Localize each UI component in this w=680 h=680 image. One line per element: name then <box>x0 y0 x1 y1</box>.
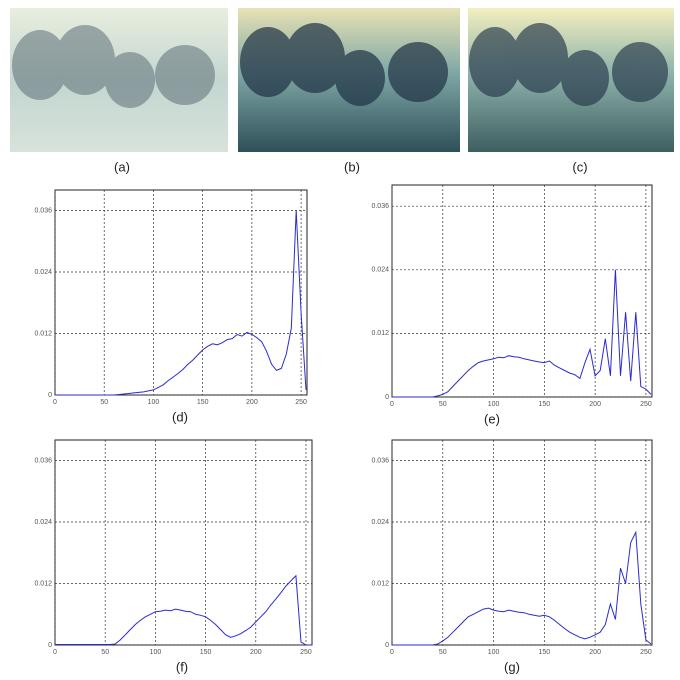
x-tick-label: 50 <box>100 399 108 406</box>
x-tick-label: 250 <box>640 401 652 408</box>
y-tick-label: 0.024 <box>371 519 389 526</box>
y-tick-label: 0.036 <box>371 457 389 464</box>
image-caption: (b) <box>344 159 360 174</box>
x-tick-label: 0 <box>390 649 394 656</box>
y-tick-label: 0.024 <box>34 269 52 276</box>
x-tick-label: 150 <box>197 399 209 406</box>
chart-caption: (g) <box>504 659 520 674</box>
y-tick-label: 0.024 <box>34 519 52 526</box>
y-tick-label: 0.012 <box>371 330 389 337</box>
photo-b <box>238 8 460 152</box>
x-tick-label: 150 <box>539 401 551 408</box>
x-tick-label: 100 <box>488 401 500 408</box>
histogram-line <box>55 574 311 646</box>
chart-caption: (d) <box>172 409 188 424</box>
x-tick-label: 200 <box>250 649 262 656</box>
y-tick-label: 0.036 <box>371 203 389 210</box>
x-tick-label: 100 <box>150 649 162 656</box>
x-tick-label: 50 <box>439 649 447 656</box>
x-tick-label: 200 <box>589 401 601 408</box>
photo-a <box>10 8 228 152</box>
x-tick-label: 150 <box>200 649 212 656</box>
chart-caption: (f) <box>176 659 188 674</box>
y-tick-label: 0.036 <box>34 457 52 464</box>
x-tick-label: 200 <box>246 399 258 406</box>
histogram-chart: 0 50 100 150 200 250 0 0.012 0.024 0.036 (e) <box>371 184 653 426</box>
y-tick-label: 0.012 <box>34 580 52 587</box>
y-tick-label: 0.024 <box>371 267 389 274</box>
y-tick-label: 0 <box>385 642 389 649</box>
x-tick-label: 250 <box>640 649 652 656</box>
plot-frame <box>391 439 653 646</box>
plot-frame <box>391 184 653 398</box>
x-tick-label: 0 <box>53 399 57 406</box>
x-tick-label: 200 <box>589 649 601 656</box>
photo-c <box>468 8 674 152</box>
x-tick-label: 0 <box>390 401 394 408</box>
y-tick-label: 0.012 <box>371 580 389 587</box>
image-caption: (c) <box>572 159 587 174</box>
histogram-line <box>392 530 652 646</box>
histogram-chart: 0 50 100 150 200 250 0 0.012 0.024 0.036 (g) <box>371 439 653 674</box>
x-tick-label: 0 <box>53 649 57 656</box>
histogram-chart: 0 50 100 150 200 250 0 0.012 0.024 0.036 (f) <box>34 439 313 674</box>
plot-frame <box>54 439 313 646</box>
image-caption: (a) <box>114 159 130 174</box>
x-tick-label: 250 <box>300 649 312 656</box>
plot-frame <box>54 189 308 396</box>
y-tick-label: 0 <box>385 394 389 401</box>
chart-caption: (e) <box>484 411 500 426</box>
y-tick-label: 0 <box>48 392 52 399</box>
x-tick-label: 100 <box>148 399 160 406</box>
histogram-line <box>392 269 652 398</box>
y-tick-label: 0 <box>48 642 52 649</box>
x-tick-label: 150 <box>539 649 551 656</box>
y-tick-label: 0.036 <box>34 207 52 214</box>
histogram-line <box>55 210 307 396</box>
y-tick-label: 0.012 <box>34 330 52 337</box>
x-tick-label: 100 <box>488 649 500 656</box>
histogram-chart: 0 50 100 150 200 250 0 0.012 0.024 0.036 (d) <box>34 189 308 424</box>
x-tick-label: 250 <box>295 399 307 406</box>
x-tick-label: 50 <box>439 401 447 408</box>
x-tick-label: 50 <box>101 649 109 656</box>
